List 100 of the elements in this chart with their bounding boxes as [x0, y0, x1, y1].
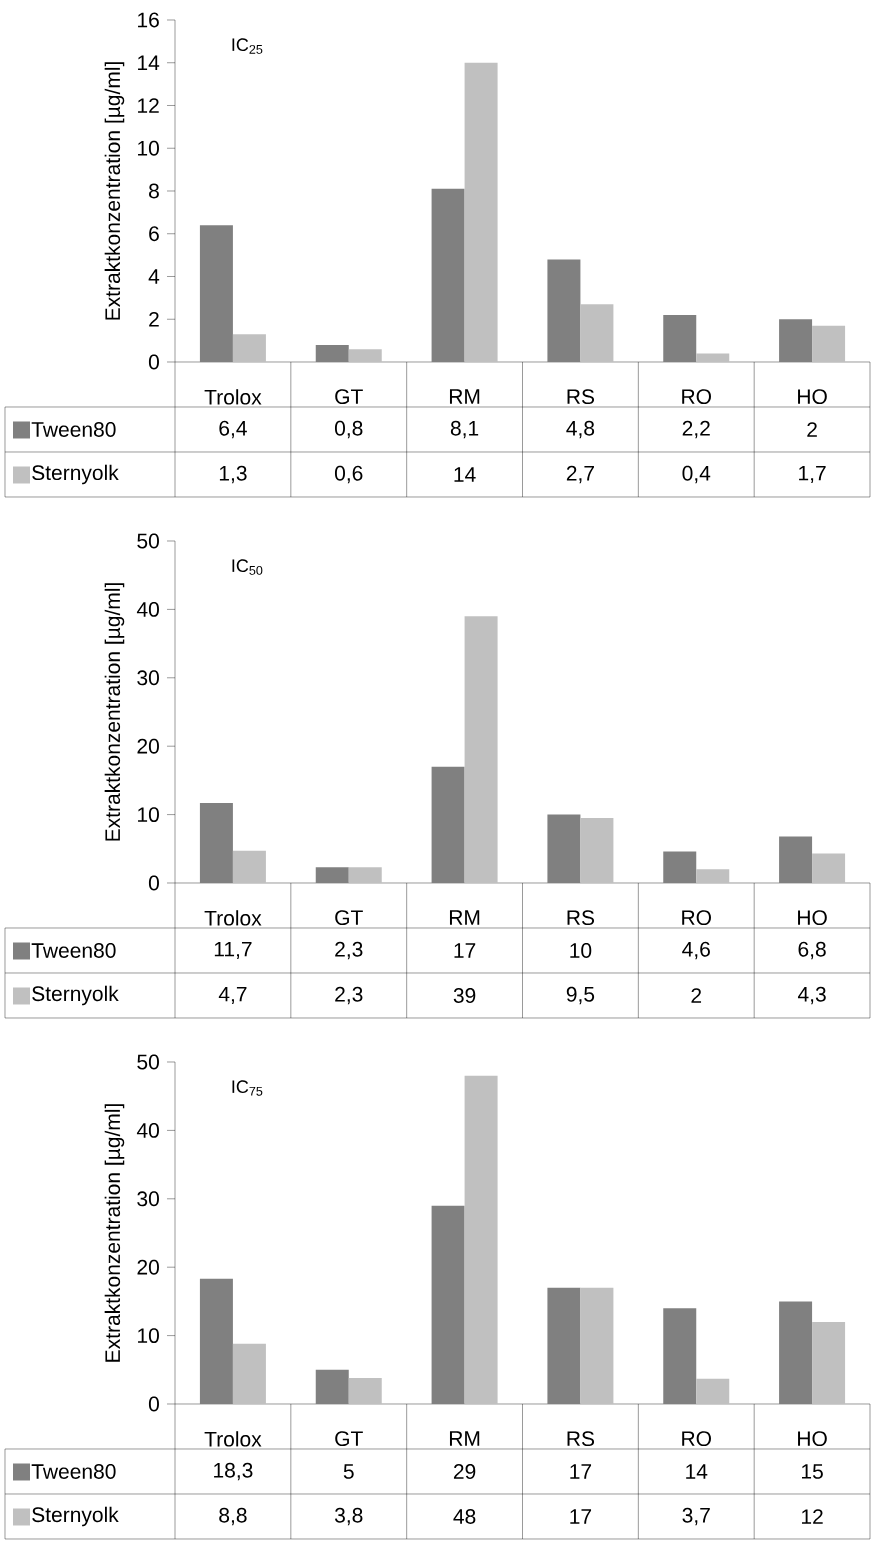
- text: IC$_{75}$: [232, 1080, 263, 1096]
- data-label: 9,5: [566, 986, 595, 1005]
- bar: [232, 334, 266, 362]
- data-label: 11,7: [214, 941, 252, 960]
- bar: [663, 314, 697, 362]
- bar: [431, 766, 465, 883]
- y-tick-label: 0: [148, 354, 159, 370]
- bar: [199, 802, 233, 883]
- data-label: 39: [453, 988, 476, 1003]
- data-label: 2: [691, 988, 702, 1003]
- data-label: 5: [343, 1464, 354, 1479]
- bar: [315, 344, 349, 362]
- bar: [547, 814, 581, 883]
- x-tick-label: RS: [567, 910, 595, 926]
- y-tick-label: 14: [138, 55, 160, 70]
- data-label: 17: [454, 943, 476, 958]
- x-tick-label: Trolox: [204, 389, 262, 405]
- bar: [199, 225, 233, 362]
- data-label: 4,7: [218, 986, 247, 1005]
- y-axis-title: Extraktkonzentration [µg/ml]: [104, 62, 125, 320]
- bar: [199, 1278, 233, 1404]
- data-label: 4,8: [566, 420, 595, 439]
- data-label: 48: [453, 1509, 476, 1524]
- y-tick-label: 0: [148, 1396, 159, 1412]
- y-tick-label: 40: [136, 601, 159, 617]
- bar: [812, 325, 846, 362]
- data-label: 3,7: [682, 1507, 710, 1526]
- bar: [464, 616, 498, 883]
- data-label: 2,2: [682, 420, 710, 439]
- data-label: 10: [570, 943, 592, 958]
- data-label: 8,1: [450, 420, 479, 439]
- legend-label: Sternyolk: [32, 464, 119, 485]
- y-tick-label: 10: [138, 1328, 159, 1344]
- data-label: 14: [686, 1464, 708, 1479]
- data-label: 18,3: [214, 1462, 253, 1481]
- data-label: 0,4: [682, 465, 711, 484]
- y-tick-label: 12: [138, 98, 159, 113]
- data-label: 8,8: [219, 1507, 247, 1526]
- y-tick-label: 40: [136, 1122, 159, 1138]
- y-tick-label: 16: [138, 12, 159, 28]
- x-tick-label: GT: [335, 1431, 363, 1447]
- x-tick-label: HO: [798, 389, 827, 405]
- data-label: 4,3: [797, 986, 826, 1005]
- data-label: 2,3: [335, 941, 363, 960]
- y-axis-title: Extraktkonzentration [µg/ml]: [104, 1104, 125, 1362]
- data-label: 2: [807, 422, 817, 437]
- y-tick-label: 10: [138, 807, 159, 823]
- data-label: 12: [802, 1509, 823, 1524]
- bar: [348, 349, 382, 362]
- bar: [779, 836, 813, 883]
- bar: [812, 853, 846, 883]
- bar: [348, 1378, 382, 1404]
- x-tick-label: GT: [335, 389, 363, 405]
- x-tick-label: RO: [682, 389, 711, 405]
- bar: [663, 1308, 697, 1404]
- x-tick-label: RS: [567, 389, 595, 405]
- data-label: 6,4: [219, 420, 247, 439]
- bar: [431, 188, 465, 362]
- x-tick-label: RO: [682, 910, 711, 926]
- data-label: 6,8: [798, 941, 826, 960]
- x-tick-label: RO: [682, 1431, 711, 1447]
- bar: [348, 867, 382, 883]
- y-tick-label: 20: [137, 1259, 159, 1275]
- data-label: 1,3: [219, 465, 247, 484]
- data-label: 2,7: [566, 465, 594, 484]
- y-tick-label: 0: [148, 875, 159, 891]
- bar: [547, 1287, 581, 1404]
- text: IC$_{50}$: [232, 559, 263, 575]
- x-tick-label: RM: [449, 389, 480, 404]
- data-label: 15: [802, 1464, 823, 1479]
- bar: [431, 1205, 465, 1404]
- bar: [232, 850, 266, 883]
- y-tick-label: 10: [138, 140, 159, 156]
- bar: [779, 319, 813, 362]
- bar: [315, 1369, 349, 1404]
- y-tick-label: 50: [137, 533, 159, 549]
- x-tick-label: HO: [798, 910, 827, 926]
- x-tick-label: RM: [449, 1431, 480, 1446]
- legend-label: Sternyolk: [32, 1506, 119, 1527]
- x-tick-label: RS: [567, 1431, 595, 1447]
- x-tick-label: Trolox: [204, 910, 262, 926]
- data-label: 14: [454, 467, 476, 482]
- bar: [696, 869, 730, 883]
- data-label: 17: [570, 1464, 592, 1479]
- data-label: 4,6: [682, 941, 710, 960]
- text: IC$_{25}$: [232, 38, 263, 54]
- y-axis-title: Extraktkonzentration [µg/ml]: [104, 583, 125, 841]
- bar: [315, 867, 349, 883]
- bar: [580, 818, 614, 883]
- data-label: 17: [570, 1509, 592, 1524]
- bar: [779, 1301, 813, 1404]
- y-tick-label: 6: [149, 226, 159, 242]
- bar: [547, 259, 581, 362]
- data-label: 29: [453, 1464, 476, 1479]
- y-tick-label: 30: [137, 670, 159, 686]
- x-tick-label: Trolox: [204, 1431, 262, 1447]
- data-label: 2,3: [335, 986, 363, 1005]
- bar: [464, 1075, 498, 1404]
- bar: [812, 1321, 846, 1404]
- bar: [696, 1378, 730, 1404]
